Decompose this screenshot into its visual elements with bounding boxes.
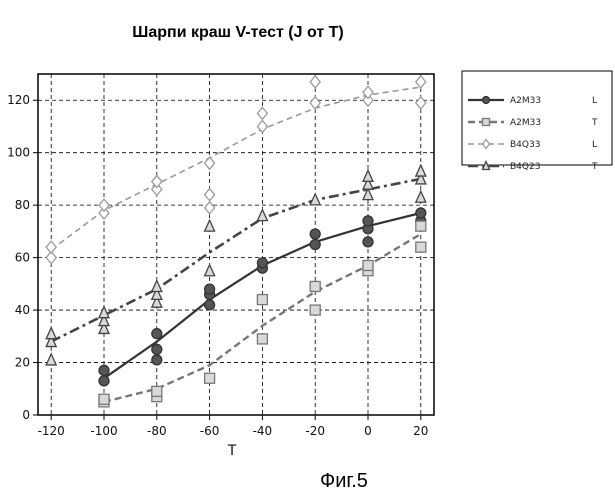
figure-caption: Фиг.5 <box>320 470 368 493</box>
y-tick-label: 40 <box>15 303 30 317</box>
data-point-square <box>205 373 215 383</box>
y-tick-label: 100 <box>7 146 30 160</box>
data-point-circle <box>152 329 162 339</box>
x-axis-label: T <box>227 443 237 459</box>
data-point-square <box>257 334 267 344</box>
data-point-circle <box>310 229 320 239</box>
legend-label: B4Q33 <box>510 140 540 150</box>
legend-label: A2M33 <box>510 96 541 106</box>
y-tick-label: 60 <box>15 251 30 265</box>
data-point-circle <box>99 376 109 386</box>
x-tick-label: -100 <box>90 424 117 438</box>
legend-suffix: T <box>591 118 598 128</box>
legend-suffix: L <box>592 140 597 150</box>
x-tick-label: -20 <box>305 424 325 438</box>
x-tick-label: -40 <box>253 424 273 438</box>
data-point-circle <box>152 355 162 365</box>
x-tick-label: -120 <box>38 424 65 438</box>
data-point-square <box>483 119 490 126</box>
data-point-square <box>363 260 373 270</box>
data-point-square <box>310 305 320 315</box>
x-tick-label: 0 <box>364 424 372 438</box>
data-point-circle <box>483 97 490 104</box>
data-point-circle <box>363 237 373 247</box>
plot-frame <box>38 74 434 415</box>
x-tick-label: -80 <box>147 424 167 438</box>
y-tick-label: 20 <box>15 356 30 370</box>
legend-suffix: L <box>592 96 597 106</box>
data-point-square <box>416 242 426 252</box>
data-point-circle <box>416 208 426 218</box>
data-point-circle <box>205 284 215 294</box>
legend-label: A2M33 <box>510 118 541 128</box>
data-point-square <box>257 295 267 305</box>
data-point-circle <box>99 365 109 375</box>
x-tick-label: -60 <box>200 424 220 438</box>
y-tick-label: 0 <box>22 408 30 422</box>
data-point-square <box>310 281 320 291</box>
data-point-square <box>152 386 162 396</box>
y-tick-label: 120 <box>7 93 30 107</box>
data-point-circle <box>205 300 215 310</box>
data-point-square <box>416 221 426 231</box>
data-point-circle <box>310 240 320 250</box>
x-tick-label: 20 <box>413 424 428 438</box>
data-point-square <box>99 394 109 404</box>
data-point-circle <box>152 344 162 354</box>
data-point-circle <box>363 216 373 226</box>
data-point-circle <box>257 258 267 268</box>
legend-label: B4Q23 <box>510 162 540 172</box>
legend-suffix: T <box>591 162 598 172</box>
y-tick-label: 80 <box>15 198 30 212</box>
